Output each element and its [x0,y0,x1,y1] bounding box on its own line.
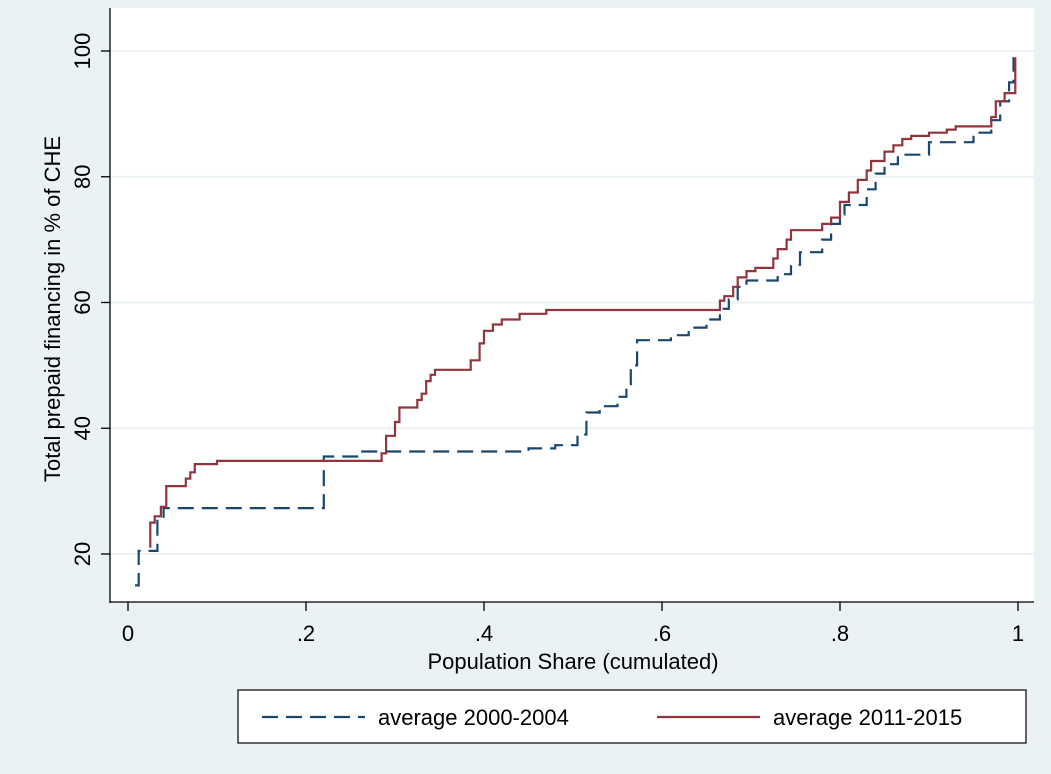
legend: average 2000-2004 average 2011-2015 [237,689,1027,744]
legend-box [237,689,1027,744]
x-tick-label: 0 [122,621,134,646]
axes: 0 .2 .4 .6 .8 1 20 40 60 80 100 [70,8,1034,646]
grid-lines [110,50,1034,555]
y-tick-label: 80 [70,165,95,189]
legend-label-2011-2015: average 2011-2015 [773,705,962,730]
x-tick-label: .2 [297,621,315,646]
series-line-2011-2015 [149,57,1017,548]
legend-label-2000-2004: average 2000-2004 [378,705,569,730]
x-axis-title: Population Share (cumulated) [427,649,718,674]
plot-area [110,8,1034,602]
x-tick-label: .8 [831,621,849,646]
y-axis-title: Total prepaid financing in % of CHE [40,136,65,482]
y-tick-label: 100 [70,33,95,70]
series-lines [135,57,1017,587]
y-tick-label: 40 [70,416,95,440]
x-tick-label: .4 [475,621,493,646]
x-tick-label: .6 [653,621,671,646]
y-tick-label: 60 [70,290,95,314]
x-tick-label: 1 [1012,621,1024,646]
series-line-2000-2004 [135,57,1015,587]
y-tick-label: 20 [70,542,95,566]
